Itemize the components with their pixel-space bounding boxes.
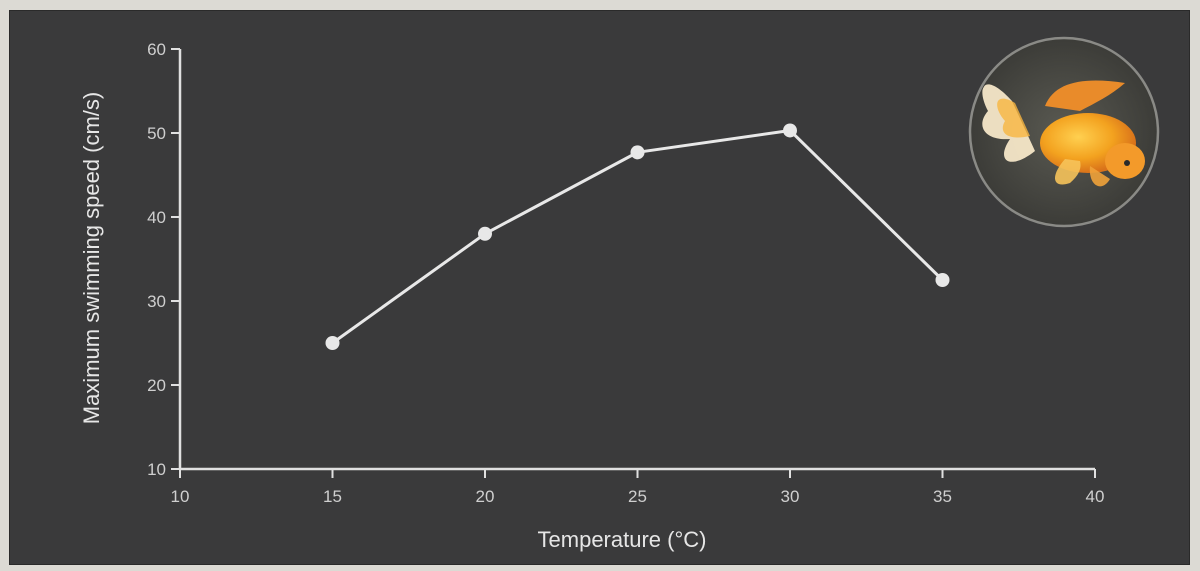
chart-frame: 10 15 20 25 30 35 40 10 20 30 40 50 60 Temperature …: [9, 10, 1190, 565]
x-tick-label: 15: [323, 487, 342, 506]
x-tick-label: 35: [933, 487, 952, 506]
x-tick-label: 40: [1086, 487, 1105, 506]
data-point: [783, 123, 797, 138]
x-tick-label: 10: [171, 487, 190, 506]
x-tick-label: 25: [628, 487, 647, 506]
x-axis-label: Temperature (°C): [538, 527, 707, 552]
line-chart: 10 15 20 25 30 35 40 10 20 30 40 50 60 Temperature …: [79, 36, 1160, 552]
x-tick-label: 20: [476, 487, 495, 506]
data-point: [478, 226, 492, 241]
y-axis-ticks: 10 20 30 40 50 60: [147, 40, 180, 479]
axes: [178, 49, 1095, 471]
series-group: [325, 123, 950, 350]
y-axis-label: Maximum swimming speed (cm/s): [79, 92, 104, 425]
x-tick-label: 30: [781, 487, 800, 506]
data-point: [325, 336, 340, 350]
data-point: [935, 273, 950, 287]
y-tick-label: 40: [147, 208, 166, 227]
y-tick-label: 10: [147, 460, 166, 479]
y-tick-label: 30: [147, 292, 166, 311]
x-axis-ticks: 10 15 20 25 30 35 40: [171, 469, 1105, 506]
series-line: [331, 128, 944, 345]
y-tick-label: 20: [147, 376, 166, 395]
data-point: [630, 145, 645, 160]
y-tick-label: 50: [147, 124, 166, 143]
y-tick-label: 60: [147, 40, 166, 59]
goldfish-photo: [968, 36, 1160, 228]
